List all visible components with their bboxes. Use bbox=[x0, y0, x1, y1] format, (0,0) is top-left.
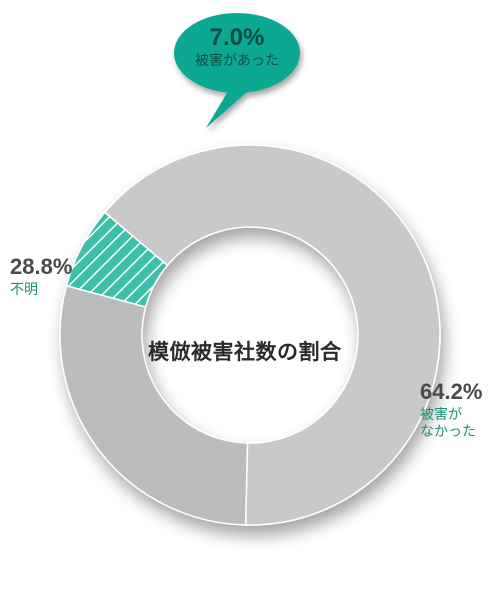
callout-bubble bbox=[174, 13, 300, 128]
slice-unknown bbox=[60, 286, 248, 525]
callout-ellipse bbox=[174, 13, 300, 93]
chart-stage: 7.0% 被害があった 64.2% 被害がなかった 28.8% 不明 模倣被害社… bbox=[0, 0, 500, 600]
donut-chart-svg bbox=[0, 0, 500, 600]
donut-ring bbox=[60, 145, 440, 525]
